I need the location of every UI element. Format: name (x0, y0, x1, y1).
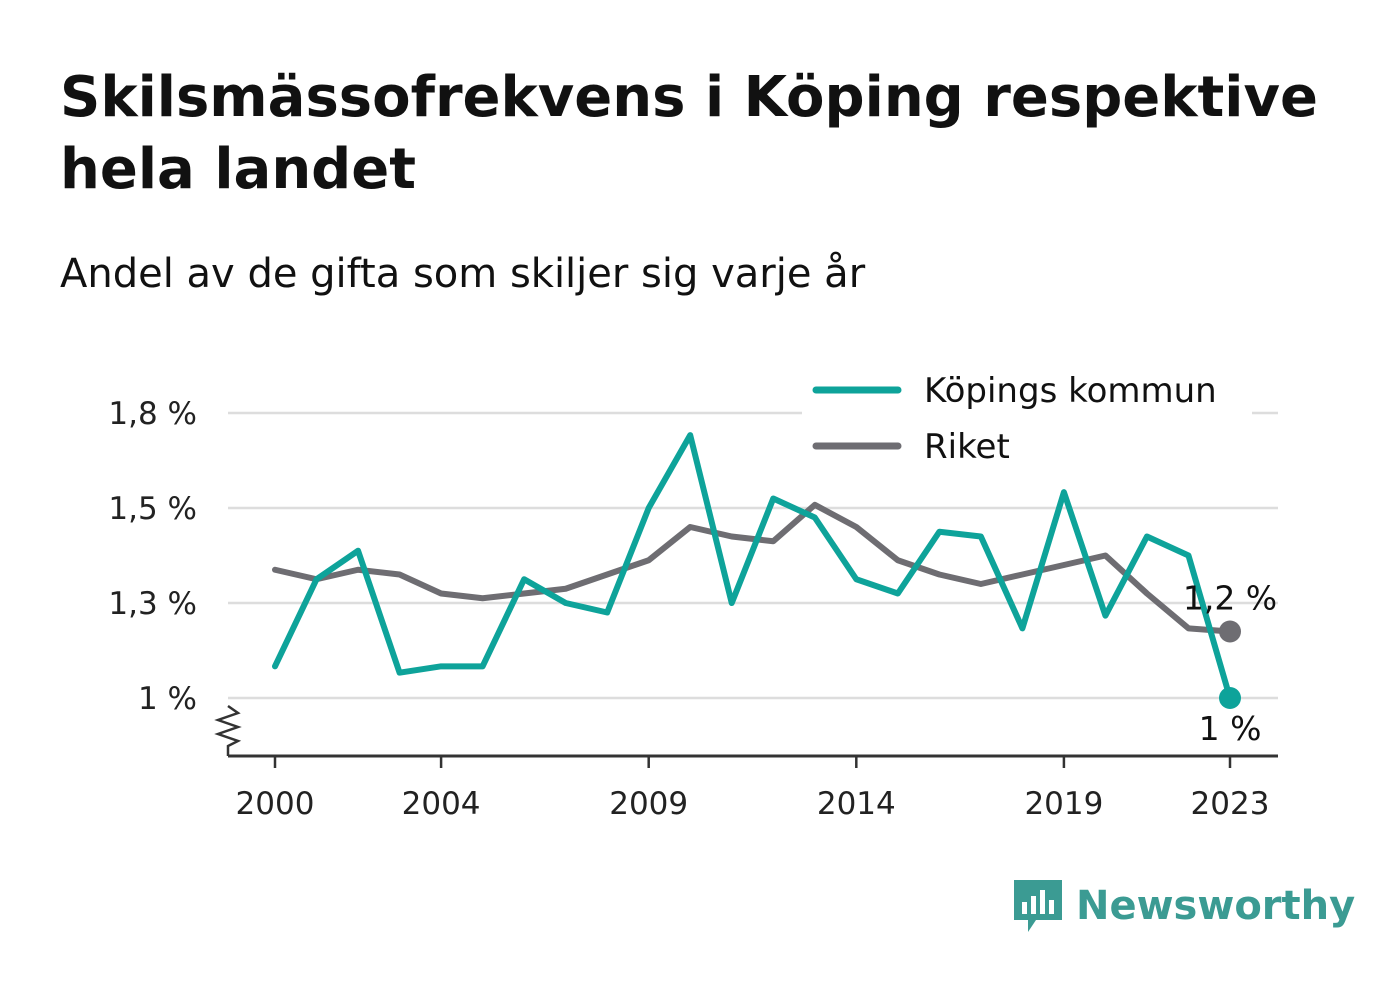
end-point-riket (1219, 620, 1241, 643)
end-labels: 1,2 % 1 % (1183, 579, 1277, 749)
axes: 1 % 1,3 % 1,5 % 1,8 % 2000 2004 2009 2014 2019 20… (108, 396, 1278, 822)
chart-subtitle: Andel av de gifta som skiljer sig varje … (60, 251, 866, 297)
series-line-kopings-kommun (272, 432, 1233, 701)
x-tick-label: 2014 (817, 786, 896, 822)
series-line-riket (272, 501, 1233, 635)
y-tick-label: 1,8 % (108, 396, 197, 432)
end-label-riket: 1,2 % (1183, 579, 1277, 618)
y-tick-label: 1 % (138, 681, 197, 717)
newsworthy-logo[interactable]: Newsworthy (1010, 876, 1355, 936)
end-point-kopings-kommun (1219, 687, 1241, 709)
chart-title: Skilsmässofrekvens i Köping respektive h… (60, 65, 1318, 202)
y-tick-label: 1,3 % (108, 586, 197, 622)
brand-name: Newsworthy (1076, 883, 1356, 929)
legend-background (802, 364, 1252, 472)
end-label-kopings-kommun: 1 % (1199, 709, 1262, 748)
x-tick-label: 2019 (1024, 786, 1103, 822)
legend-label: Köpings kommun (924, 371, 1217, 411)
x-tick-label: 2023 (1191, 786, 1270, 822)
x-tick-label: 2009 (609, 786, 688, 822)
legend-label: Riket (924, 427, 1010, 467)
series-lines (272, 432, 1241, 709)
x-tick-label: 2004 (402, 786, 481, 822)
x-tick-label: 2000 (236, 786, 315, 822)
axis-break-icon (214, 704, 242, 756)
newsworthy-icon (1014, 880, 1062, 932)
legend: Köpings kommun Riket (802, 364, 1252, 472)
y-tick-label: 1,5 % (108, 491, 197, 527)
